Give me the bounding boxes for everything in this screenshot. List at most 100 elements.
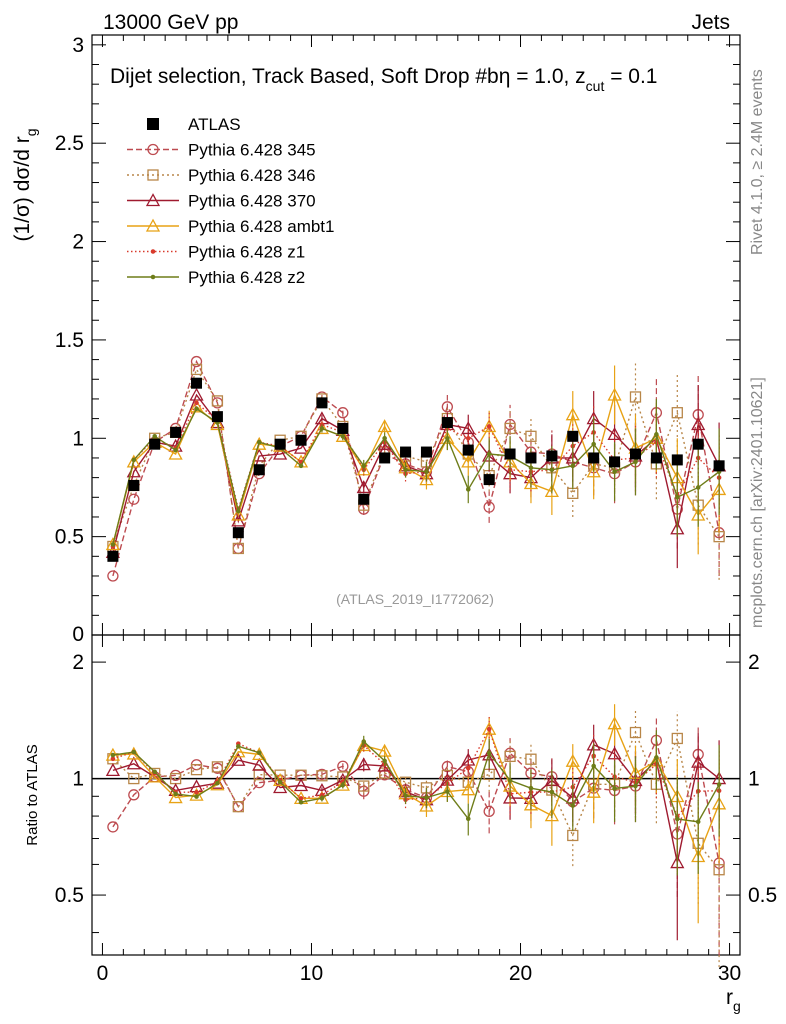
series-z2-point: [695, 485, 701, 490]
rivet-label: Rivet 4.1.0, ≥ 2.4M events: [749, 69, 766, 255]
series-370-ratio-line: [112, 743, 720, 863]
y-tick-label-main: 2.5: [55, 132, 84, 155]
series-346-point: [211, 395, 224, 407]
series-346-ratio-point: [671, 732, 683, 745]
series-ambt1-point: [565, 407, 580, 421]
series-ambt1-point: [126, 454, 141, 468]
title-eta: η = 1.0, z: [499, 65, 586, 88]
atlas-data-point: [650, 452, 662, 464]
x-tick-label: 10: [300, 962, 323, 985]
y-tick-label-main: 0.5: [55, 526, 84, 549]
series-z2-point: [152, 434, 158, 439]
atlas-data-point: [692, 438, 704, 450]
y-tick-label-main: 1.5: [55, 329, 84, 352]
series-z2-point: [654, 432, 659, 437]
series-345-point: [483, 501, 495, 513]
series-z2-point: [173, 447, 178, 453]
series-345-ratio-point: [483, 805, 495, 818]
series-346-ratio-point: [128, 772, 140, 785]
series-z2-ratio-point: [131, 749, 137, 755]
series-345-ratio-point: [253, 776, 265, 789]
series-z2-ratio-point: [277, 779, 283, 785]
series-z2-ratio-point: [173, 791, 178, 797]
ylabel-ratio: Ratio to ATLAS: [24, 744, 41, 845]
series-z2-point: [361, 463, 367, 469]
series-z2-ratio-point: [549, 789, 555, 795]
xlabel: rg: [726, 986, 741, 1014]
legend-marker-z2: [150, 274, 156, 280]
series-z2-point: [403, 467, 408, 473]
series-345-point: [337, 407, 349, 419]
series-346-ratio-point: [316, 770, 328, 782]
series-z2-point: [131, 457, 137, 463]
series-z2-ratio-point: [716, 782, 722, 787]
series-z1-ratio-point: [194, 789, 199, 795]
y-tick-label-ratio-right: 2: [748, 651, 760, 674]
legend-marker-345: [147, 143, 159, 156]
series-z2-point: [674, 494, 680, 500]
series-345-point: [107, 570, 119, 582]
series-ambt1-point: [210, 417, 225, 431]
series-ambt1-ratio-point: [126, 746, 141, 760]
series-ambt1-ratio-point: [565, 753, 580, 767]
series-346-point: [525, 430, 537, 442]
ylabel-main-prefix: (1/σ) dσ/d r: [11, 136, 34, 241]
series-346-ratio-point: [504, 750, 516, 763]
series-ambt1-point: [377, 419, 392, 433]
atlas-data-point: [483, 474, 495, 486]
series-370-point: [293, 440, 309, 454]
series-ambt1-ratio-point: [252, 747, 267, 761]
series-z2-ratio-point: [403, 793, 408, 798]
series-345-point: [441, 401, 454, 413]
series-z2-point: [633, 459, 638, 465]
series-ambt1-ratio-point: [523, 797, 539, 811]
series-370-ratio-point: [293, 778, 309, 792]
series-z2-ratio-point: [110, 752, 116, 758]
series-z1-ratio-point: [465, 765, 471, 771]
series-z2-ratio-point: [445, 789, 450, 794]
legend-marker-z1: [150, 249, 156, 254]
series-370-ratio-point: [126, 756, 141, 770]
atlas-data-point: [107, 550, 119, 562]
series-z2-point: [465, 487, 471, 492]
legend: ATLAS Pythia 6.428 345 Pythia 6.428 346 Pyt…: [127, 115, 334, 287]
y-tick-label-ratio-right: 1: [748, 768, 760, 791]
chart-title: Dijet selection, Track Based, Soft Drop …: [110, 65, 658, 94]
series-z1-point: [465, 435, 471, 441]
series-z2-ratio-point: [236, 744, 241, 749]
series-z2-ratio-point: [340, 782, 346, 788]
series-346-ratio-point: [525, 753, 537, 765]
series-346-point: [671, 407, 683, 419]
series-z2-point: [591, 441, 596, 447]
atlas-data-point: [295, 434, 307, 446]
xlabel-main: r: [726, 986, 733, 1009]
x-tick-label: 20: [509, 962, 532, 985]
ylabel-main: (1/σ) dσ/d rg: [11, 128, 39, 241]
series-370-ratio-point: [461, 752, 476, 766]
series-z2-ratio-point: [612, 786, 617, 791]
title-tail: = 0.1: [604, 65, 657, 88]
series-z2-ratio-point: [256, 750, 262, 755]
legend-label-z2: Pythia 6.428 z2: [188, 268, 305, 287]
atlas-data-point: [232, 527, 244, 539]
series-z1-point: [194, 400, 199, 406]
series-z2-point: [528, 465, 534, 471]
series-z2-ratio-point: [591, 763, 596, 769]
series-370-ratio-point: [691, 754, 706, 768]
legend-label-z1: Pythia 6.428 z1: [188, 243, 305, 262]
series-370-point: [356, 480, 371, 494]
series-346-point: [504, 422, 516, 435]
series-z2-ratio-point: [507, 778, 513, 783]
series-345-ratio-point: [337, 760, 349, 772]
series-z2-point: [549, 467, 555, 473]
series-370-ratio-point: [105, 763, 120, 777]
series-345-point: [190, 355, 203, 368]
legend-label-370: Pythia 6.428 370: [188, 192, 316, 211]
series-ambt1-point: [461, 454, 476, 468]
series-ambt1-ratio-point: [335, 777, 350, 791]
series-z2-point: [382, 435, 387, 441]
x-tick-label: 0: [97, 962, 109, 985]
y-tick-label-main: 3: [72, 34, 84, 57]
